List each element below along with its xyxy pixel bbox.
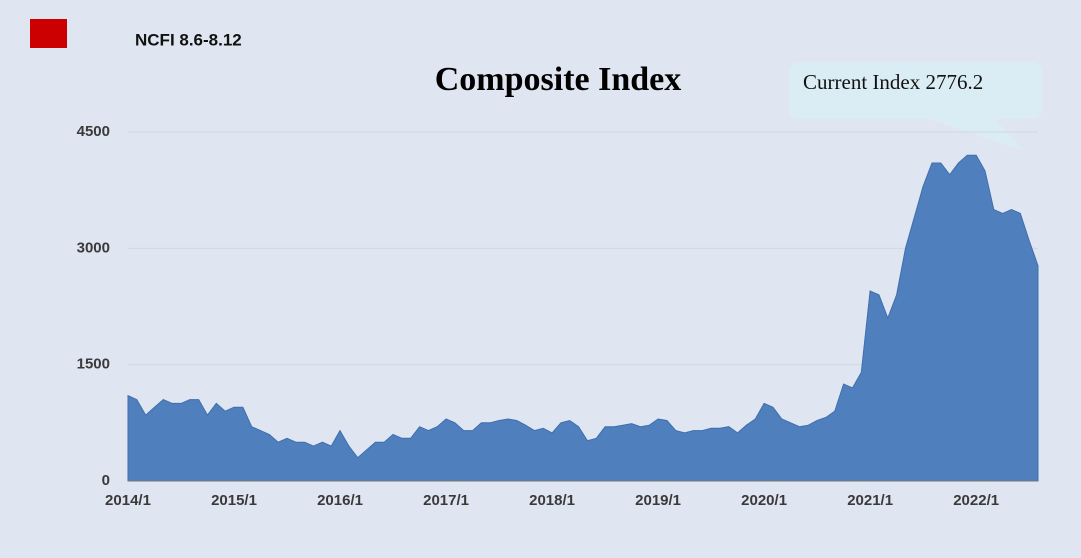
- x-tick-label: 2014/1: [105, 492, 151, 509]
- x-tick-label: 2015/1: [211, 492, 257, 509]
- chart-title: Composite Index: [435, 61, 682, 98]
- y-tick-label: 3000: [77, 239, 110, 256]
- legend-label: NCFI 8.6-8.12: [135, 30, 242, 49]
- callout-text: Current Index 2776.2: [803, 70, 983, 94]
- x-tick-label: 2019/1: [635, 492, 681, 509]
- x-tick-label: 2017/1: [423, 492, 469, 509]
- x-tick-label: 2018/1: [529, 492, 575, 509]
- y-tick-label: 1500: [77, 356, 110, 373]
- callout-bubble: [789, 62, 1042, 150]
- x-tick-label: 2022/1: [953, 492, 999, 509]
- legend-swatch: [30, 19, 67, 48]
- x-tick-label: 2021/1: [847, 492, 893, 509]
- y-tick-label: 4500: [77, 123, 110, 140]
- area: [127, 154, 1039, 482]
- y-tick-label: 0: [102, 472, 110, 489]
- x-tick-label: 2020/1: [741, 492, 787, 509]
- x-tick-label: 2016/1: [317, 492, 363, 509]
